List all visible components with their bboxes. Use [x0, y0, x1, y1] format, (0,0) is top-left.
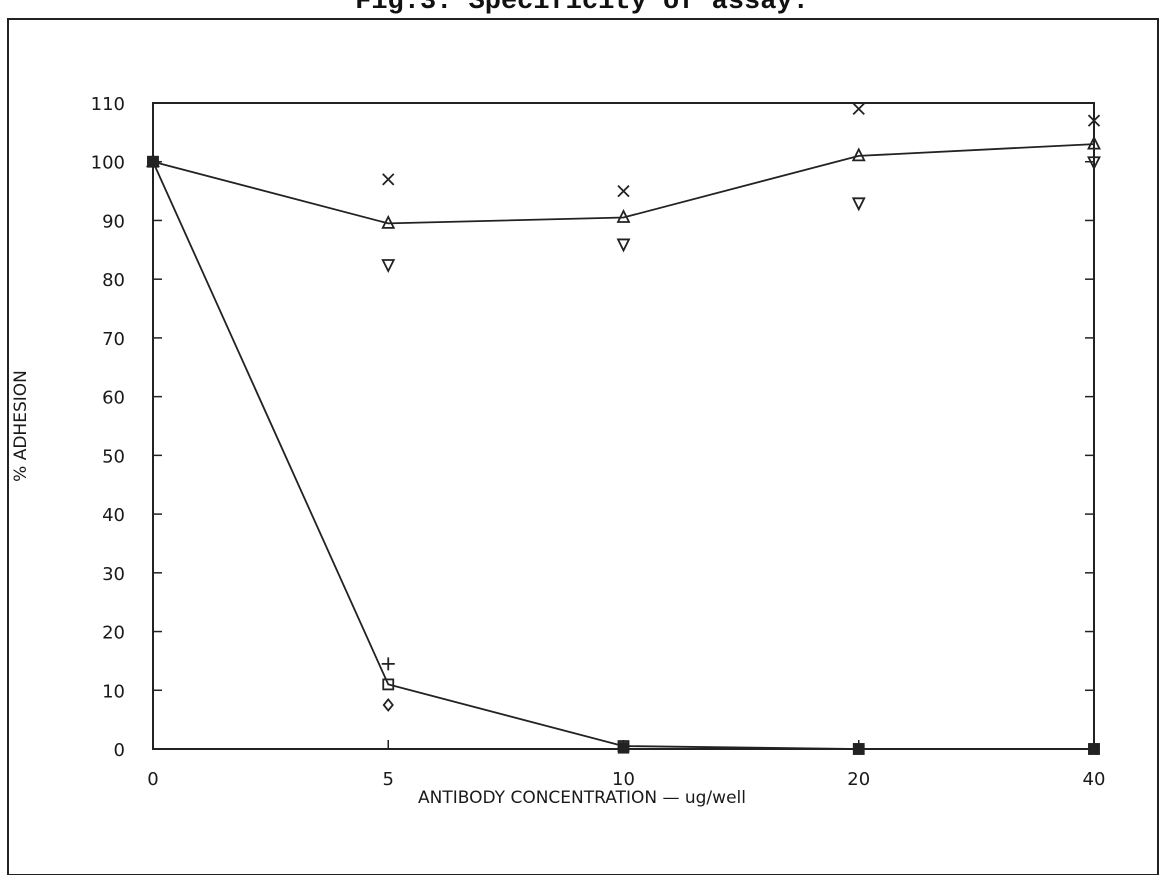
y-tick-label: 10: [102, 681, 125, 702]
data-point-diamond: [382, 698, 394, 712]
data-point-x: [1087, 114, 1101, 127]
x-tick-label: 40: [1083, 769, 1106, 790]
data-points: [146, 102, 1101, 755]
data-point-triangle-up: [616, 209, 631, 223]
y-tick-label: 90: [102, 211, 125, 232]
y-tick-label: 110: [91, 94, 125, 115]
data-point-triangle-down: [381, 259, 396, 274]
data-point-x: [382, 173, 395, 186]
data-point-square-filled: [1088, 743, 1100, 755]
data-point-square-filled: [853, 743, 865, 755]
y-axis: 0 10 20 30 40 50 60 70 80 90 100 110: [91, 94, 1094, 761]
y-tick-label: 60: [102, 388, 125, 409]
data-point-square-filled: [147, 155, 159, 168]
x-tick-label: 0: [147, 769, 158, 790]
x-tick-label: 10: [612, 769, 635, 790]
y-tick-label: 30: [102, 564, 125, 585]
y-tick-label: 80: [102, 270, 125, 291]
data-point-square-filled: [617, 742, 630, 754]
plot-area: [152, 102, 1095, 750]
data-point-triangle-up: [381, 214, 396, 229]
series-lines: [152, 143, 1095, 750]
y-tick-label: 0: [114, 740, 125, 761]
data-point-triangle-up: [1087, 135, 1101, 150]
series-line-triangle-up: [152, 143, 1095, 225]
x-tick-label: 20: [847, 769, 870, 790]
data-point-triangle-up: [851, 147, 866, 162]
y-axis-label: % ADHESION: [11, 370, 31, 482]
y-tick-label: 20: [102, 623, 125, 644]
y-tick-label: 40: [102, 505, 125, 526]
y-tick-label: 70: [102, 329, 125, 350]
data-point-x: [617, 184, 630, 198]
data-point-x: [852, 102, 865, 116]
x-axis-label: ANTIBODY CONCENTRATION — ug/well: [418, 788, 746, 808]
x-axis: 0 5 10 20 40: [147, 740, 1105, 790]
y-tick-label: 100: [91, 153, 125, 174]
data-point-square-open: [382, 678, 395, 691]
outer-border: [7, 18, 1159, 875]
x-tick-label: 5: [383, 769, 394, 790]
data-point-plus: [381, 657, 395, 671]
data-point-triangle-down: [851, 197, 866, 212]
y-tick-label: 50: [102, 446, 125, 467]
data-point-triangle-down: [616, 238, 631, 253]
data-point-triangle-down: [1087, 156, 1101, 171]
chart-title: Fig.3. Specificity of assay.: [355, 0, 809, 17]
